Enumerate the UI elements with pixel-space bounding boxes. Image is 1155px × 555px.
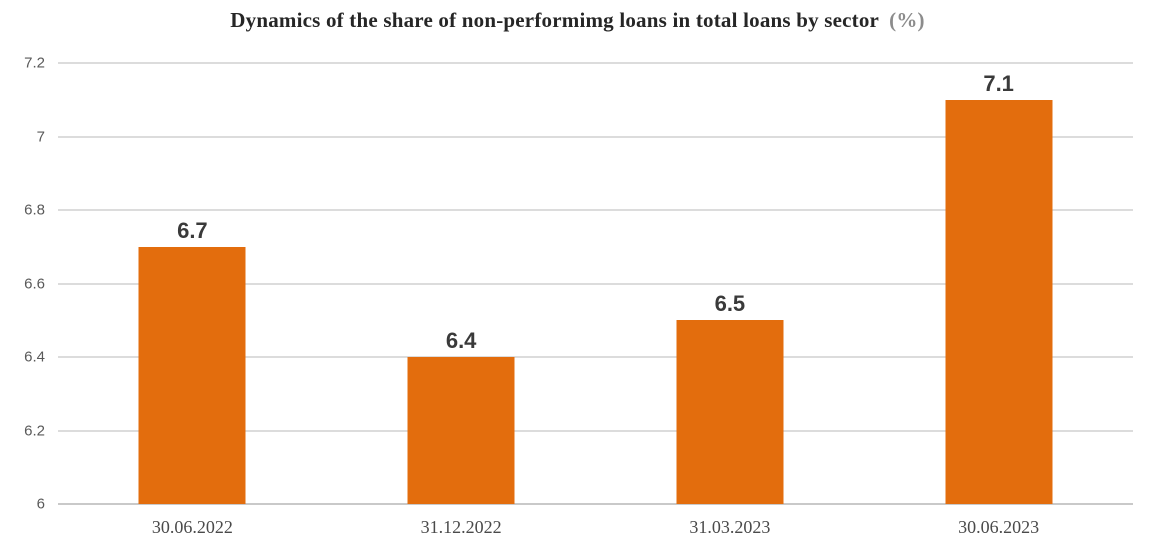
gridline bbox=[58, 135, 1133, 138]
gridline bbox=[58, 62, 1133, 64]
bar-slot: 7.1 30.06.2023 bbox=[864, 63, 1133, 537]
y-tick-label: 7.2 bbox=[24, 54, 45, 72]
y-tick-label: 6.2 bbox=[24, 422, 45, 440]
bar-value-label: 6.5 bbox=[714, 291, 746, 317]
bar-value-label: 7.1 bbox=[983, 70, 1014, 96]
bar-31.03.2023 bbox=[676, 320, 784, 504]
gridline bbox=[58, 429, 1133, 432]
y-tick-label: 6.8 bbox=[24, 201, 45, 219]
gridline bbox=[58, 209, 1133, 212]
y-tick-label: 6.4 bbox=[24, 348, 45, 366]
x-axis-label: 30.06.2022 bbox=[151, 517, 233, 537]
chart-title-unit: (%) bbox=[889, 8, 925, 32]
x-axis-label: 31.03.2023 bbox=[689, 517, 771, 537]
bar-slot: 6.4 31.12.2022 bbox=[327, 63, 596, 537]
gridline bbox=[58, 356, 1133, 359]
x-axis-line bbox=[58, 503, 1133, 505]
bar-value-label: 6.4 bbox=[445, 328, 477, 354]
y-tick-label: 6 bbox=[36, 495, 45, 513]
y-tick-label: 6.6 bbox=[24, 275, 45, 292]
plot-area: 6 6.2 6.4 6.6 6.8 7 7.2 6.7 30.06.2022 6.4 31.12.2… bbox=[24, 56, 1133, 537]
x-axis-label: 31.12.2022 bbox=[420, 517, 502, 537]
x-axis-label: 30.06.2023 bbox=[958, 517, 1040, 537]
bar-31.12.2022 bbox=[407, 357, 515, 504]
chart-title-text: Dynamics of the share of non-performimg … bbox=[230, 8, 879, 32]
bar-slot: 6.5 31.03.2023 bbox=[596, 63, 865, 537]
y-tick-label: 7 bbox=[36, 128, 45, 145]
chart-title: Dynamics of the share of non-performimg … bbox=[0, 8, 1155, 33]
bar-30.06.2023 bbox=[945, 99, 1053, 504]
bar-slot: 6.7 30.06.2022 bbox=[58, 63, 327, 537]
bar-value-label: 6.7 bbox=[177, 217, 208, 243]
gridline bbox=[58, 282, 1133, 285]
bar-30.06.2022 bbox=[138, 246, 246, 504]
